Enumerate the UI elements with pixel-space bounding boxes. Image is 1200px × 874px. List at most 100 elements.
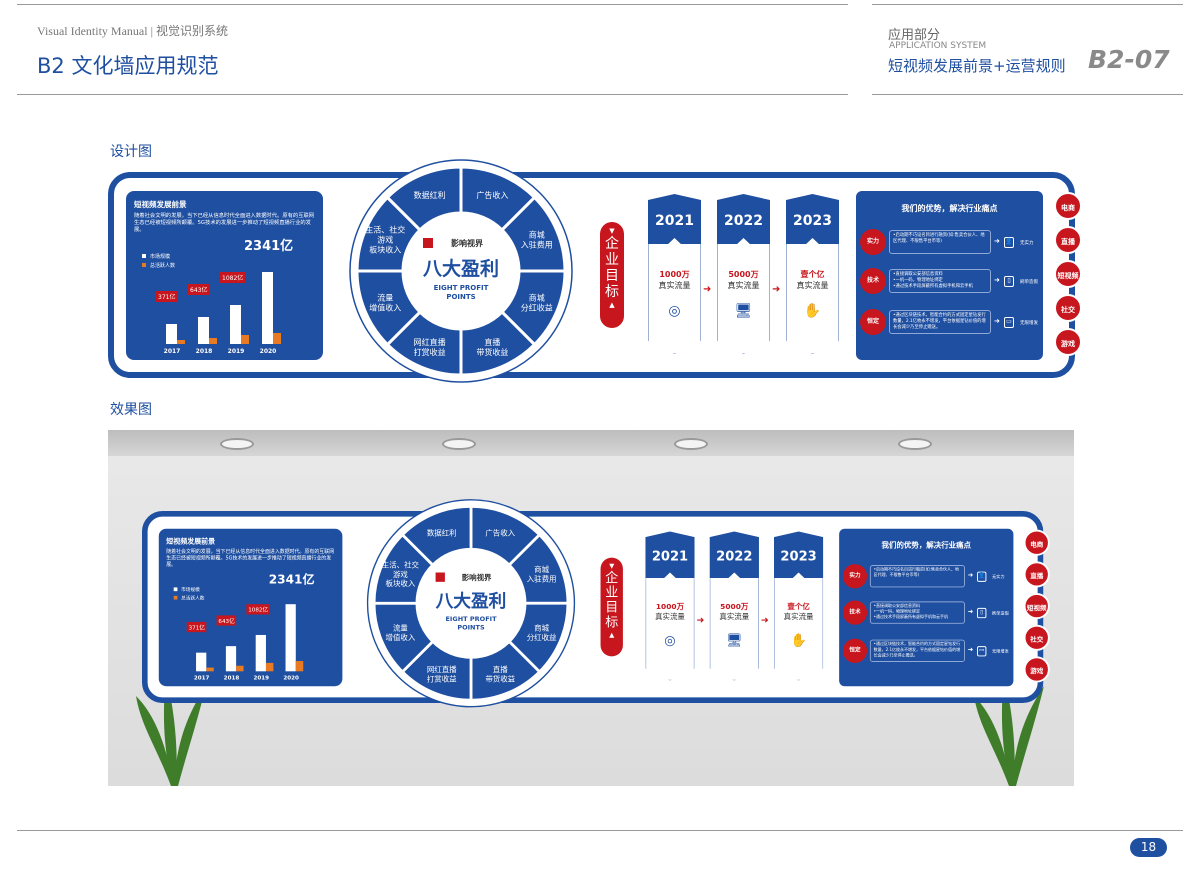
legend-item: 市场规模 [142,253,170,260]
bar-users [206,667,214,672]
value-label: 643亿 [216,615,237,626]
prospect-panel: 短视频发展前景 随着社会文明的发展，当下已经从信息时代全面进入数据时代。原有的互联… [158,528,343,687]
effect-wall: 短视频发展前景 随着社会文明的发展，当下已经从信息时代全面进入数据时代。原有的互联… [142,499,1050,708]
triangle-down-icon: ▼ [609,227,615,235]
arrow-right-icon: ➜ [703,284,712,295]
advantage-result: 刷单造假 [1020,280,1038,285]
value-label: 2341亿 [244,239,294,254]
card-year: 2022 [717,194,770,244]
card-year: 2021 [645,531,695,579]
bar-market [285,604,296,672]
sector-label: 商城入驻费用 [527,564,557,583]
card-label: 真实流量 [658,281,691,290]
goal-char: 企 [605,570,619,586]
year-label: 2020 [283,675,299,682]
arrow-right-icon: ➜ [994,237,1000,245]
bar-users [273,332,281,344]
sector-label: 网红直播打赏收益 [414,337,446,357]
advantage-line: •通过技术手段屏蔽所有虚拟手机和云手机 [873,615,949,621]
bar-users [265,662,274,672]
goal-char: 企 [605,236,619,252]
bar-market [166,324,177,344]
ceiling-lamp [220,438,254,450]
card-value: 1000万 [659,270,690,279]
side-category: 电商 [1054,192,1082,220]
legend-item: 总活跃人数 [142,262,175,269]
advantages-panel: 我们的优势，解决行业痛点 实力 •启动期不巧设名目进行融资(如:售卖合伙人、地区代理… [856,191,1043,360]
card-year: 2021 [648,194,701,244]
legend-label: 市场规模 [150,254,171,260]
section-subtitle: 短视频发展前景+运营规则 [888,57,1066,75]
advantage-result: 无限增发 [991,649,1009,655]
advantage-text: •启动期不巧设名目进行融资(如:售卖合伙人、地区代理、不限售平台币等) [889,230,991,254]
circle-subtitle: POINTS [446,293,475,301]
design-label: 设计图 [110,144,152,160]
header-rule-right [872,94,1183,95]
advantage-tag: 实力 [860,229,886,255]
profit-sector [400,504,473,568]
sector-label: 流量增值收入 [369,292,401,312]
phone-icon: ▯ [977,607,987,619]
logo-icon [423,238,433,248]
advantage-result: 刷单造假 [991,611,1009,617]
phone-icon: ▯ [1004,276,1014,287]
card-label: 真实流量 [783,612,814,621]
computer-icon: 🖥 [734,303,753,319]
value-label: 371亿 [186,622,207,633]
arrow-right-icon: ➜ [696,615,705,626]
sector-label: 广告收入 [485,527,515,537]
card-value: 1000万 [655,602,685,611]
advantage-text: •启动期不巧设名目进行融资(如:售卖合伙人、地区代理、不限售平台币等) [869,565,965,588]
section-name: 应用部分 [888,28,941,43]
advantage-line: •直接调取公安部信息资料 [893,272,943,277]
circle-title: 八大盈利 [436,590,507,612]
arrow-right-icon: ➜ [760,615,769,626]
bar-users [177,340,185,344]
advantage-line: •通过区块链技术，智能合约的方式固定星钻发行数量，2.1亿枚永不增发，平台依据星… [873,642,961,659]
goal-char: 业 [605,252,619,268]
goal-char: 标 [605,284,619,300]
value-label: 2341亿 [268,573,315,588]
target-icon: ◎ [664,633,676,649]
legend-item: 市场规模 [173,586,200,594]
logo-text: 影响视界 [462,572,492,582]
legend-label: 总活跃人数 [150,263,176,269]
design-wall: 短视频发展前景 随着社会文明的发展，当下已经从信息时代全面进入数据时代。原有的互联… [108,159,1082,383]
goal-char: 目 [605,268,619,284]
profit-sector [385,165,463,233]
year-label: 2019 [253,675,270,682]
sector-label: 网红直播打赏收益 [427,664,457,683]
plant-right [974,676,1044,786]
sector-label: 生活、社交游戏板块收入 [365,225,405,255]
bar-market [198,316,209,344]
arrow-right-icon: ➜ [772,284,781,295]
side-category: 直播 [1054,226,1082,254]
bar-market [196,652,207,672]
side-category: 电商 [1023,529,1050,556]
year-card: 2021 1000万 真实流量 ◎ [645,531,695,681]
advantage-line: •一机一码，物理地址绑定 [893,278,943,283]
side-category: 短视频 [1054,260,1082,288]
plant-left [136,676,206,786]
card-year: 2023 [786,194,839,244]
sector-label: 商城入驻费用 [521,230,553,250]
year-card: 2021 1000万 真实流量 ◎ [648,194,701,354]
card-value: 5000万 [720,602,749,611]
advantage-line: •一机一码，物理地址绑定 [873,609,921,615]
effect-label: 效果图 [110,402,152,418]
year-label: 2017 [163,348,181,355]
circle-subtitle: POINTS [457,623,485,631]
year-label: 2020 [259,348,277,355]
side-category: 社交 [1054,294,1082,322]
side-category: 游戏 [1023,656,1050,683]
card-label: 真实流量 [655,612,685,621]
hand-icon: ✋ [790,633,807,649]
card-label: 真实流量 [796,281,829,290]
ceiling [108,430,1074,456]
ceiling-lamp [674,438,708,450]
card-value: 壹个亿 [800,270,825,279]
legend-label: 市场规模 [181,587,200,594]
bar-users [209,337,217,344]
card-label: 真实流量 [719,612,750,621]
